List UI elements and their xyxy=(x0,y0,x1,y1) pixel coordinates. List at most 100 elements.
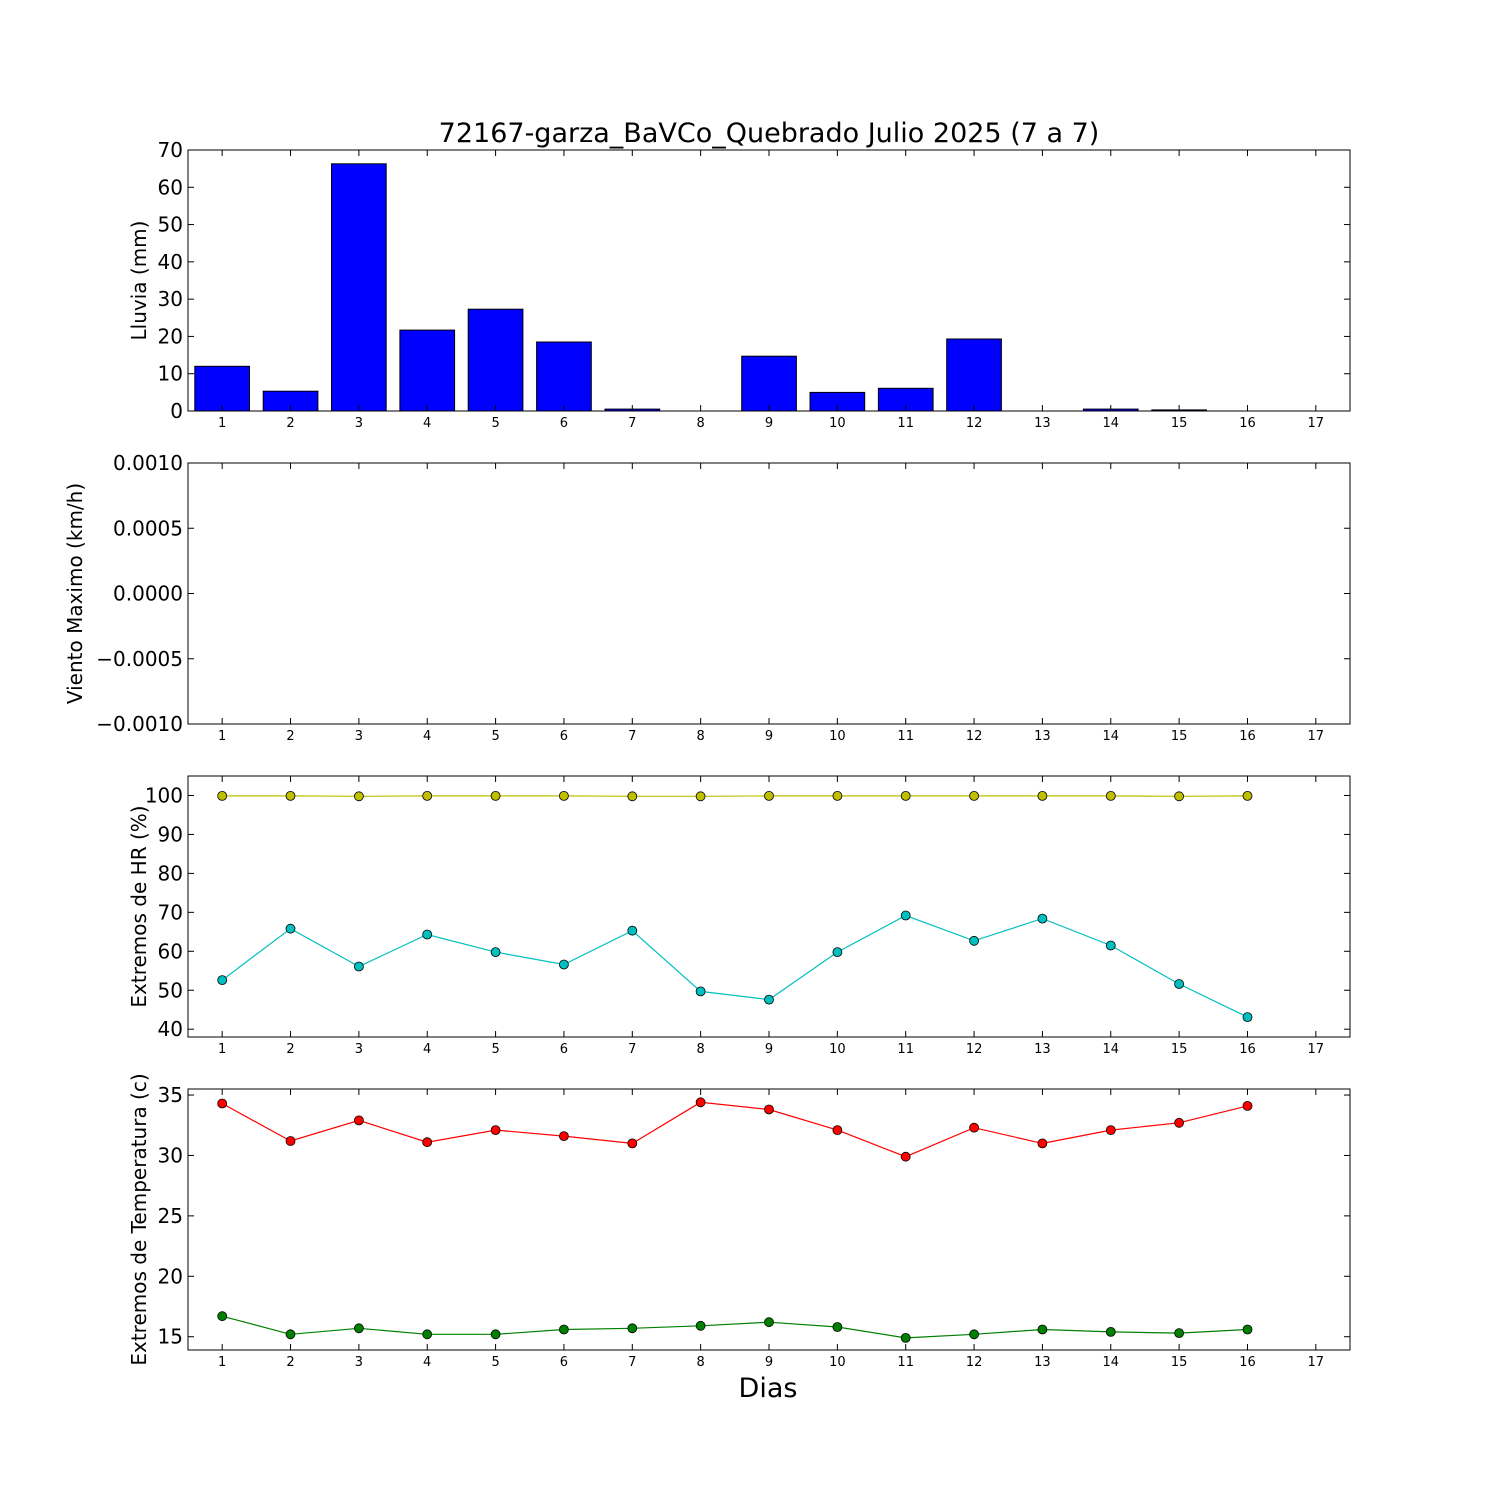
y-tick-label: 20 xyxy=(158,324,183,348)
temp-min-point-day-1 xyxy=(218,1312,227,1321)
x-tick-label: 5 xyxy=(491,729,499,744)
hr-min-point-day-13 xyxy=(1038,914,1047,923)
x-axis-label: Dias xyxy=(739,1373,798,1404)
y-tick-label: 30 xyxy=(158,287,183,311)
x-tick-label: 5 xyxy=(491,1042,499,1057)
temp-min-point-day-6 xyxy=(559,1325,568,1334)
hr-max-point-day-3 xyxy=(354,792,363,801)
rain-bar-day-6 xyxy=(537,342,592,411)
x-tick-label: 16 xyxy=(1239,1355,1256,1370)
x-tick-label: 11 xyxy=(897,1042,914,1057)
hr-min-point-day-11 xyxy=(901,911,910,920)
x-tick-label: 15 xyxy=(1171,416,1188,431)
hr-min-point-day-12 xyxy=(970,936,979,945)
temp-min-point-day-7 xyxy=(628,1324,637,1333)
y-tick-label: 15 xyxy=(158,1325,183,1349)
y-tick-label: −0.0005 xyxy=(96,647,183,671)
temp-min-point-day-9 xyxy=(765,1318,774,1327)
hr-max-point-day-16 xyxy=(1243,791,1252,800)
x-tick-label: 11 xyxy=(897,729,914,744)
hr-max-point-day-15 xyxy=(1175,792,1184,801)
temp-min-point-day-12 xyxy=(970,1330,979,1339)
hr-max-point-day-12 xyxy=(970,791,979,800)
x-tick-label: 15 xyxy=(1171,1042,1188,1057)
hr-min-point-day-5 xyxy=(491,948,500,957)
hr-min-point-day-7 xyxy=(628,926,637,935)
y-tick-label: 30 xyxy=(158,1144,183,1168)
temp-max-point-day-12 xyxy=(970,1123,979,1132)
temp-max-point-day-16 xyxy=(1243,1101,1252,1110)
temp-max-point-day-6 xyxy=(559,1132,568,1141)
hr-min-point-day-6 xyxy=(559,960,568,969)
y-tick-label: 100 xyxy=(145,784,183,808)
temp-max-point-day-5 xyxy=(491,1126,500,1135)
x-tick-label: 14 xyxy=(1103,1355,1120,1370)
hr-max-point-day-8 xyxy=(696,792,705,801)
temp-min-point-day-2 xyxy=(286,1330,295,1339)
x-tick-label: 11 xyxy=(897,416,914,431)
x-tick-label: 9 xyxy=(765,1042,773,1057)
x-tick-label: 12 xyxy=(966,1355,983,1370)
x-tick-label: 1 xyxy=(218,1355,226,1370)
y-axis-label: Extremos de Temperatura (c) xyxy=(127,1073,151,1365)
hr-max-point-day-6 xyxy=(559,791,568,800)
temp-max-point-day-2 xyxy=(286,1137,295,1146)
x-tick-label: 13 xyxy=(1034,1355,1051,1370)
x-tick-label: 16 xyxy=(1239,729,1256,744)
x-tick-label: 17 xyxy=(1308,416,1325,431)
x-tick-label: 4 xyxy=(423,1042,431,1057)
x-tick-label: 11 xyxy=(897,1355,914,1370)
rain-bar-day-5 xyxy=(468,309,523,411)
x-tick-label: 12 xyxy=(966,416,983,431)
hr-max-point-day-14 xyxy=(1106,791,1115,800)
x-tick-label: 2 xyxy=(286,416,294,431)
hr-min-point-day-3 xyxy=(354,962,363,971)
temp-min-point-day-4 xyxy=(423,1330,432,1339)
y-tick-label: 0.0000 xyxy=(113,582,183,606)
axes-frame xyxy=(188,463,1350,724)
hr-max-point-day-5 xyxy=(491,791,500,800)
x-tick-label: 10 xyxy=(829,1355,846,1370)
x-tick-label: 6 xyxy=(560,729,568,744)
hr-max-point-day-4 xyxy=(423,791,432,800)
hr-max-point-day-11 xyxy=(901,791,910,800)
hr-min-point-day-9 xyxy=(765,995,774,1004)
temp-min-point-day-3 xyxy=(354,1324,363,1333)
y-tick-label: 10 xyxy=(158,362,183,386)
hr-min-line xyxy=(222,916,1247,1018)
temp-min-point-day-13 xyxy=(1038,1325,1047,1334)
hr-max-point-day-2 xyxy=(286,791,295,800)
hr-min-point-day-14 xyxy=(1106,941,1115,950)
y-tick-label: 60 xyxy=(158,175,183,199)
temp-max-point-day-13 xyxy=(1038,1139,1047,1148)
temp-min-point-day-15 xyxy=(1175,1329,1184,1338)
y-axis-label: Lluvia (mm) xyxy=(127,221,151,341)
hr-min-point-day-15 xyxy=(1175,980,1184,989)
axes-frame xyxy=(188,1089,1350,1350)
temp-max-point-day-8 xyxy=(696,1098,705,1107)
x-tick-label: 8 xyxy=(696,729,704,744)
y-tick-label: 35 xyxy=(158,1083,183,1107)
x-tick-label: 7 xyxy=(628,729,636,744)
x-tick-label: 3 xyxy=(355,1042,363,1057)
temp-min-line xyxy=(222,1316,1247,1338)
x-tick-label: 6 xyxy=(560,1042,568,1057)
x-tick-label: 14 xyxy=(1103,416,1120,431)
temp-min-point-day-5 xyxy=(491,1330,500,1339)
temp-min-point-day-14 xyxy=(1106,1327,1115,1336)
rain-bar-day-3 xyxy=(332,164,387,411)
x-tick-label: 1 xyxy=(218,1042,226,1057)
hr-min-point-day-10 xyxy=(833,948,842,957)
x-tick-label: 8 xyxy=(696,1042,704,1057)
y-tick-label: 40 xyxy=(158,1017,183,1041)
x-tick-label: 5 xyxy=(491,1355,499,1370)
y-tick-label: 0 xyxy=(170,399,183,423)
hr-min-point-day-2 xyxy=(286,924,295,933)
y-tick-label: 40 xyxy=(158,250,183,274)
temp-max-point-day-1 xyxy=(218,1099,227,1108)
x-tick-label: 2 xyxy=(286,729,294,744)
temp-max-point-day-4 xyxy=(423,1138,432,1147)
y-tick-label: 80 xyxy=(158,861,183,885)
x-tick-label: 9 xyxy=(765,1355,773,1370)
